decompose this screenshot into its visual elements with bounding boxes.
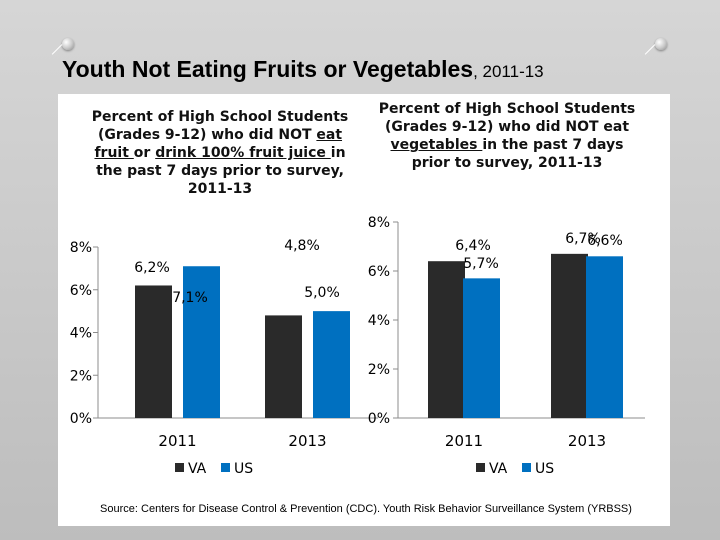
chart-1-legend-label: US [234, 461, 253, 477]
chart-2-legend-swatch [522, 463, 531, 472]
pin-left-icon [62, 38, 74, 50]
chart-1-title-part-4: drink 100% fruit juice [155, 145, 331, 161]
chart-2-title-part-2: vegetables [390, 137, 483, 153]
chart-1-title-part-5: in the past 7 days prior to survey, 2011… [96, 145, 346, 197]
chart-2-title: Percent of High School Students (Grades … [378, 100, 636, 172]
chart-1-title: Percent of High School Students (Grades … [90, 108, 350, 198]
chart-2-x-tick-label: 2013 [568, 432, 606, 450]
chart-1-data-label: 4,8% [284, 238, 320, 254]
chart-1-y-tick-label: 6% [70, 283, 92, 299]
chart-1-legend-label: VA [188, 461, 207, 477]
chart-2-y-tick-label: 0% [368, 411, 390, 427]
slide-title-main: Youth Not Eating Fruits or Vegetables [62, 56, 474, 82]
chart-2-bar-va-2011 [428, 261, 465, 418]
chart-1-y-tick-label: 0% [70, 411, 92, 427]
chart-1-y-tick-label: 8% [70, 240, 92, 256]
chart-2-bar-us-2011 [463, 278, 500, 418]
chart-2-title-part-3: in the past 7 days prior to survey, 2011… [411, 137, 624, 171]
chart-1-legend-swatch [221, 463, 230, 472]
chart-2-x-tick-label: 2011 [445, 432, 483, 450]
chart-2-y-tick-label: 6% [368, 264, 390, 280]
chart-1-bar-us-2013 [313, 311, 350, 418]
chart-2-legend-label: VA [489, 461, 508, 477]
chart-1-title-part-1: Percent of High School Students (Grades … [91, 109, 349, 143]
chart-1-data-label: 7,1% [172, 290, 208, 306]
chart-1-data-label: 6,2% [134, 260, 170, 276]
chart-2-data-label: 5,7% [463, 256, 499, 272]
chart-1-data-label: 5,0% [304, 285, 340, 301]
chart-1-x-tick-label: 2013 [288, 432, 326, 450]
chart-2-y-tick-label: 2% [368, 362, 390, 378]
chart-1-title-part-2: eat fruit [94, 127, 343, 161]
chart-1-x-tick-label: 2011 [158, 432, 196, 450]
chart-1-y-tick-label: 2% [70, 368, 92, 384]
chart-2-legend-label: US [535, 461, 554, 477]
chart-1-y-tick-label: 4% [70, 326, 92, 342]
chart-2-data-label: 6,4% [455, 238, 491, 254]
chart-2-title-part-1: Percent of High School Students (Grades … [378, 101, 636, 135]
chart-2-y-tick-label: 4% [368, 313, 390, 329]
pin-right-icon [655, 38, 667, 50]
chart-1-bar-va-2013 [265, 315, 302, 418]
chart-1-bar-us-2011 [183, 266, 220, 418]
slide-title: Youth Not Eating Fruits or Vegetables, 2… [62, 56, 702, 83]
chart-2-data-label: 6,6% [587, 233, 623, 249]
chart-1-bar-va-2011 [135, 285, 172, 418]
chart-2-data-label: 6,7% [565, 231, 601, 247]
chart-2-bar-va-2013 [551, 253, 588, 418]
chart-1-legend-swatch [175, 463, 184, 472]
slide-title-years: , 2011-13 [473, 62, 544, 81]
chart-2-legend-swatch [476, 463, 485, 472]
chart-1-title-part-3: or [133, 145, 156, 161]
chart-2-bar-us-2013 [586, 256, 623, 418]
chart-2-y-tick-label: 8% [368, 215, 390, 231]
source-note: Source: Centers for Disease Control & Pr… [100, 503, 632, 515]
